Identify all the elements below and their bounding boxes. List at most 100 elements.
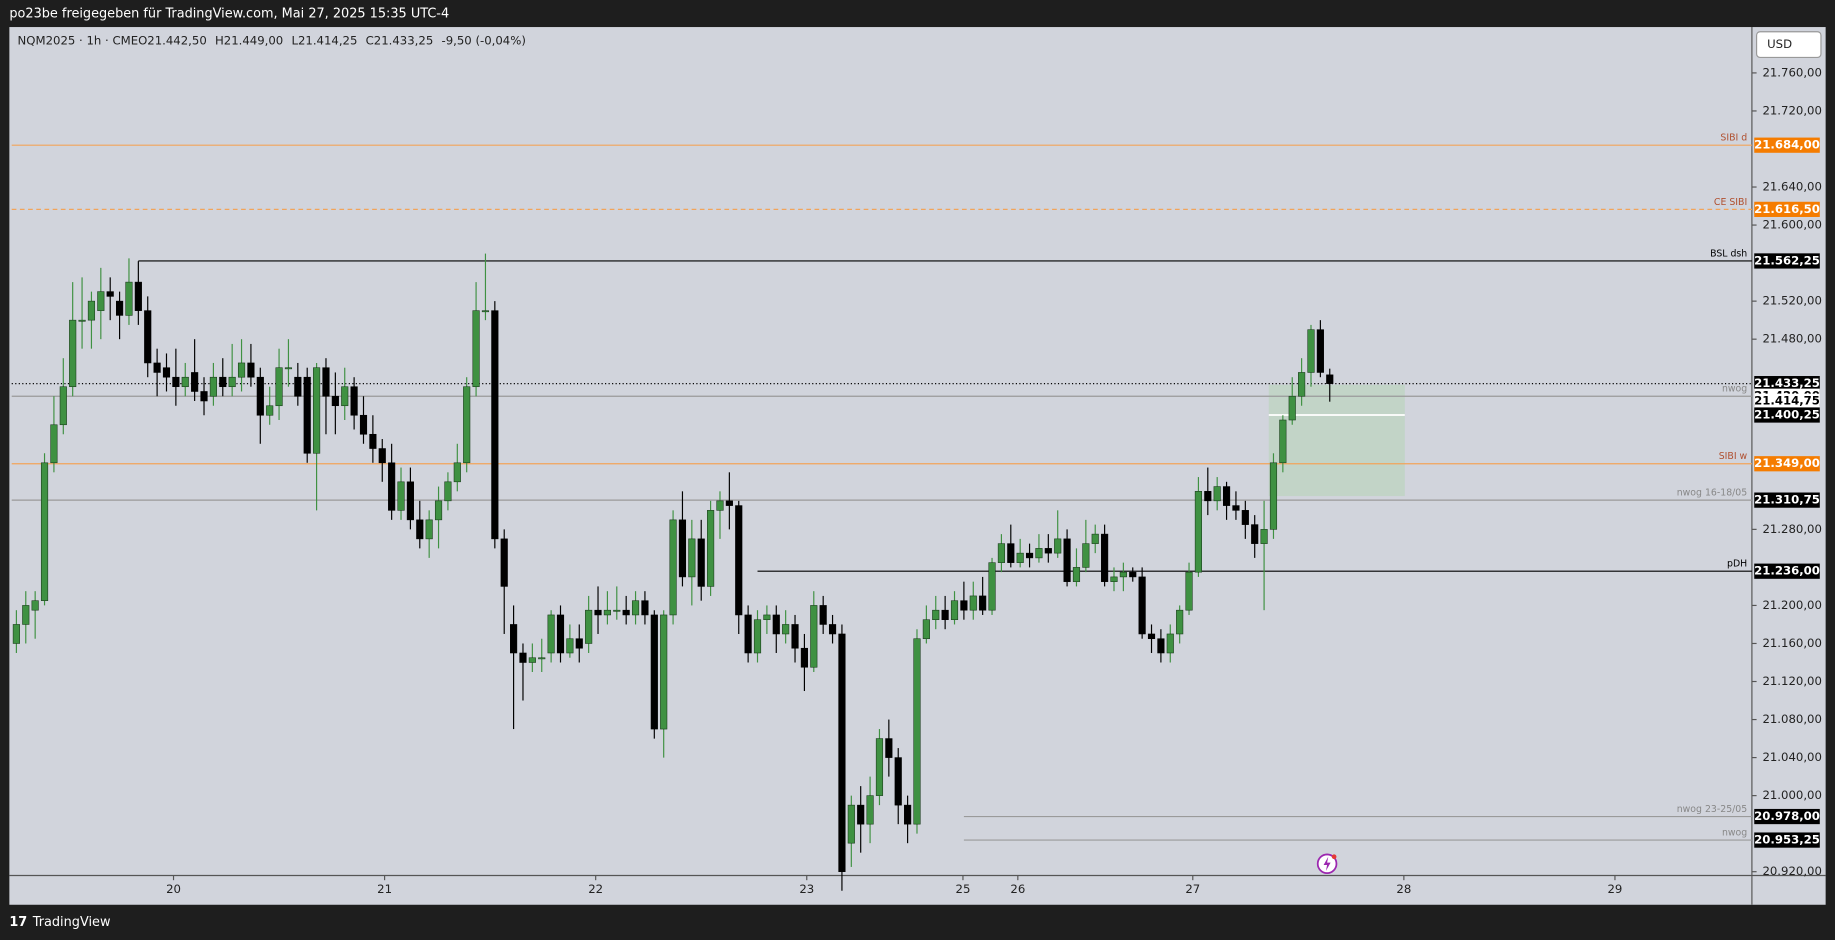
candle-body [191, 372, 199, 392]
candle-body [641, 600, 649, 616]
candle-body [1251, 524, 1259, 544]
candle-body [59, 386, 67, 426]
candle-body [322, 367, 330, 397]
candle-body [463, 386, 471, 464]
level-name: pDH [1727, 559, 1747, 570]
candle-body [1194, 491, 1202, 573]
candle-body [697, 538, 705, 587]
candle-body [313, 367, 321, 454]
candle-body [969, 595, 977, 611]
currency-button[interactable] [1756, 31, 1822, 59]
candle-body [78, 319, 86, 322]
candle-body [416, 519, 424, 540]
candle-body [678, 519, 687, 578]
candle-body [857, 804, 865, 825]
candle-body [528, 657, 536, 663]
candle-body [669, 519, 677, 616]
candle-body [1091, 533, 1099, 544]
y-tick-label: 21.760,00 [1762, 65, 1821, 79]
candle-body [181, 376, 189, 388]
candle-body [12, 624, 20, 644]
candle-body [538, 657, 546, 660]
candle-body [603, 609, 611, 616]
candle-body [369, 433, 377, 449]
candle-body [650, 614, 658, 730]
candle-body [237, 362, 246, 378]
candle-body [303, 376, 311, 454]
legend-value: -9,50 (-0,04%) [441, 34, 525, 48]
candle-body [1204, 491, 1212, 502]
price-tag-label: 21.400,25 [1754, 408, 1820, 422]
candle-body [847, 804, 855, 844]
price-tag-label: 21.616,50 [1754, 202, 1820, 216]
candle-body [425, 519, 433, 540]
candle-body [388, 462, 396, 511]
candle-body [631, 600, 640, 616]
price-tag-label: 21.236,00 [1754, 564, 1820, 578]
price-tag-label: 21.310,75 [1754, 493, 1820, 507]
x-tick-label: 21 [377, 882, 392, 896]
candle-body [622, 609, 630, 616]
candle-body [1054, 538, 1062, 554]
candle-body [200, 391, 208, 402]
candle-body [810, 605, 818, 668]
share-title: po23be freigegeben für TradingView.com, … [9, 7, 449, 22]
price-tag [1754, 832, 1820, 848]
candle-body [791, 624, 799, 649]
candle-body [266, 405, 274, 416]
symbol-info: NQM2025 · 1h · CME [18, 34, 139, 48]
candle-body [988, 562, 996, 611]
candle-body [172, 376, 180, 388]
price-tag [1754, 492, 1820, 508]
candle-body [1035, 548, 1043, 559]
candle-body [566, 638, 574, 654]
price-tag-label: 21.349,00 [1754, 456, 1820, 470]
candle-body [819, 605, 827, 625]
candle-body [960, 600, 968, 611]
price-tag [1754, 563, 1820, 579]
candle-body [997, 543, 1005, 563]
candle-body [875, 738, 884, 796]
candle-body [556, 614, 565, 654]
price-tag [1754, 808, 1820, 825]
candle-body [894, 757, 902, 806]
candle-body [500, 538, 508, 587]
event-dot [1331, 854, 1337, 860]
candle-body [838, 633, 846, 872]
candle-body [922, 619, 930, 640]
candle-body [453, 462, 461, 483]
candle-body [125, 281, 133, 316]
y-tick-label: 21.720,00 [1762, 103, 1821, 117]
candle-body [904, 804, 912, 825]
candle-body [707, 510, 715, 587]
candle-body [228, 376, 236, 388]
candle-body [1082, 543, 1090, 568]
y-tick-label: 21.280,00 [1762, 522, 1821, 536]
candle-body [1044, 548, 1052, 554]
candle-body [585, 609, 593, 644]
candle-body [688, 538, 696, 578]
candle-body [1063, 538, 1071, 582]
x-tick-label: 23 [799, 882, 814, 896]
legend-value: O21.442,50 [138, 34, 207, 48]
legend-value: L21.414,25 [291, 34, 357, 48]
y-tick-label: 21.520,00 [1762, 294, 1821, 308]
candle-body [50, 424, 58, 464]
candle-body [444, 481, 452, 502]
candle-body [1166, 633, 1174, 654]
price-tag-label: 21.414,75 [1754, 394, 1820, 408]
candle-body [341, 386, 349, 407]
candle-body [1241, 510, 1249, 525]
candle-body [106, 291, 114, 297]
candle-body [1138, 576, 1146, 635]
brand: TradingView [32, 915, 111, 930]
candle-body [950, 600, 959, 620]
legend-value: H21.449,00 [215, 34, 283, 48]
candle-body [491, 310, 499, 540]
plot: 21.760,00 21.720,00 21.640,00 21.600,00 21.5… [11, 65, 1822, 896]
y-tick-label: 21.640,00 [1762, 180, 1821, 194]
currency[interactable]: USD [1767, 37, 1792, 51]
candle-body [22, 605, 30, 625]
